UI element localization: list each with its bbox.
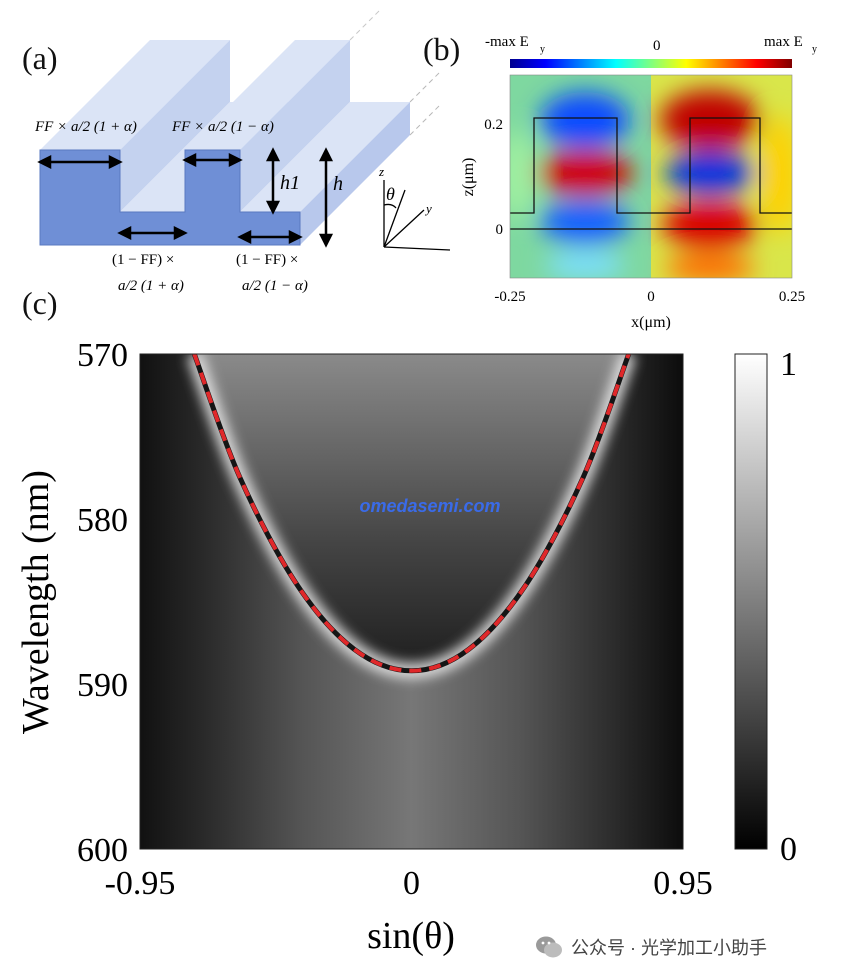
ytick-label-c: 570 (77, 337, 128, 374)
grating-top-face-right (185, 40, 350, 150)
y-axis-label-b: z(μm) (460, 158, 477, 197)
ytick-0-2: 0.2 (484, 117, 503, 133)
grating-cross-section (39, 149, 301, 246)
colorbar-max-sub: y (812, 44, 817, 55)
xtick-label-c: -0.95 (105, 865, 176, 902)
wechat-account-name: 公众号 · 光学加工小助手 (571, 938, 767, 958)
bottom-left-annotation-1: (1 − FF) × (112, 252, 174, 268)
x-axis-label-b: x(μm) (631, 314, 671, 331)
ytick-label-c: 580 (77, 502, 128, 539)
y-axis-label: y (424, 201, 432, 216)
top-mid-annotation: FF × a/2 (1 − α) (171, 119, 274, 135)
dashed-fit-curve (192, 354, 631, 673)
colorbar-max-label: max E (764, 34, 803, 50)
ytick-label-c: 590 (77, 667, 128, 704)
field-map: -max E y 0 max E y 0.2 0 -0.25 0 0.25 x(… (460, 34, 817, 331)
top-left-annotation: FF × a/2 (1 + α) (34, 119, 137, 135)
xtick-0: 0 (647, 289, 655, 305)
colorbar-min-label: -max E (485, 34, 529, 50)
colorbar-min-label-c: 0 (780, 831, 797, 868)
bottom-right-annotation-1: (1 − FF) × (236, 252, 298, 268)
panel-label-b: (b) (423, 31, 461, 67)
ytick-label-c: 600 (77, 832, 128, 869)
bottom-right-annotation-2: a/2 (1 − α) (242, 278, 308, 294)
ytick-0: 0 (496, 222, 504, 238)
xtick-pos: 0.25 (779, 289, 805, 305)
bottom-left-annotation-2: a/2 (1 + α) (118, 278, 184, 294)
panel-label-a: (a) (22, 40, 58, 76)
z-axis-label: z (378, 164, 384, 179)
grating-outline (510, 117, 792, 214)
xtick-label-c: 0.95 (653, 865, 713, 902)
dispersion-heatmap: 1 0 570 580 590 600 -0.95 0 0.95 sin(θ) Wavel… (15, 337, 797, 957)
xtick-neg: -0.25 (494, 289, 525, 305)
grating-groove-wall (120, 40, 230, 212)
coordinate-axes (383, 180, 451, 251)
grating-groove-wall-2 (240, 40, 350, 212)
h1-label: h1 (280, 172, 300, 194)
wechat-footer: 公众号 · 光学加工小助手 (535, 934, 767, 960)
colorbar-gray (734, 353, 768, 850)
watermark-text: omedasemi.com (359, 496, 500, 516)
y-axis-label-c: Wavelength (nm) (15, 470, 57, 734)
grating-side-face (300, 102, 410, 245)
colorbar-mid-label: 0 (653, 38, 661, 54)
colorbar-jet (510, 59, 792, 68)
colorbar-min-sub: y (540, 44, 545, 55)
theta-label: θ (386, 184, 395, 204)
grating-top-face-left (40, 40, 230, 150)
colorbar-max-label-c: 1 (780, 346, 797, 383)
grating-diagram: FF × a/2 (1 + α) FF × a/2 (1 − α) (1 − F… (34, 9, 451, 294)
wechat-icon (536, 936, 562, 958)
h-label: h (333, 173, 343, 195)
x-axis-label-c: sin(θ) (367, 915, 455, 957)
panel-label-c: (c) (22, 285, 58, 321)
xtick-label-c: 0 (403, 865, 420, 902)
